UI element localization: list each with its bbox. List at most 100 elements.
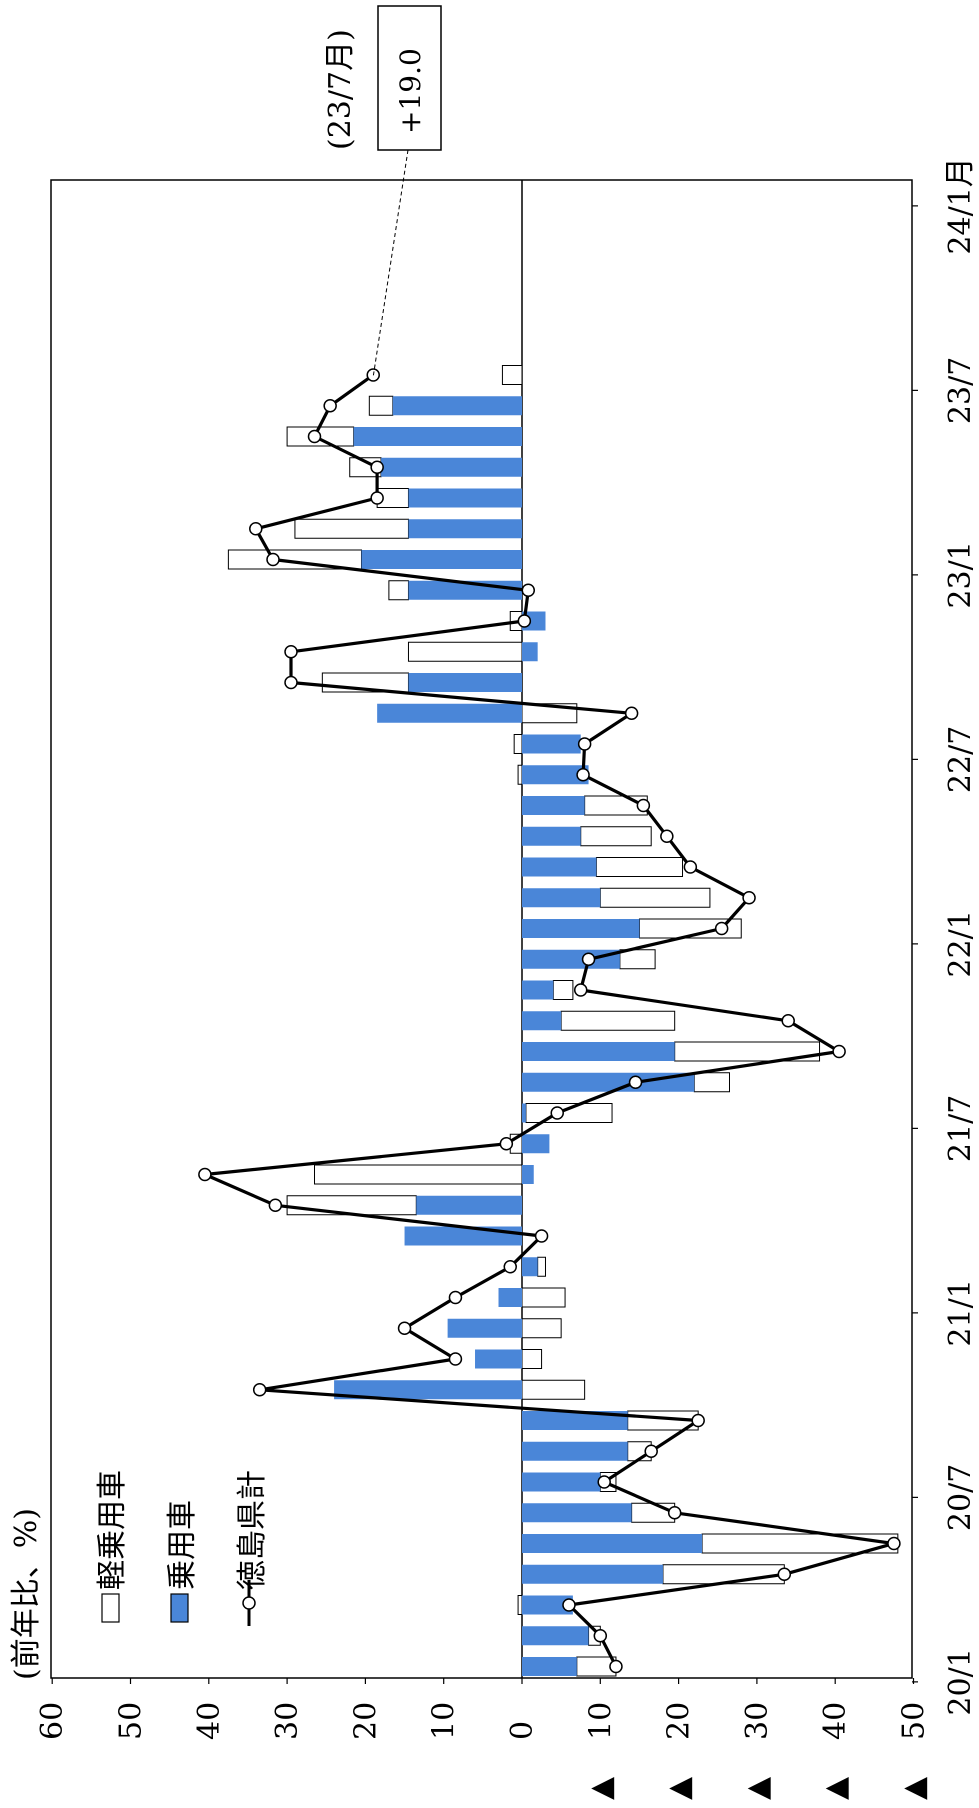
- bar-passenger-car: [522, 734, 581, 754]
- bar-passenger-car: [522, 1564, 663, 1584]
- bar-passenger-car: [408, 519, 522, 539]
- y-tick-label: 60: [35, 1702, 70, 1740]
- point-prefecture-total: [781, 1014, 795, 1028]
- point-prefecture-total: [550, 1106, 564, 1120]
- bar-passenger-car: [404, 1226, 522, 1246]
- y-tick-label: 20: [348, 1702, 383, 1740]
- y-tick-label: 30: [270, 1702, 305, 1740]
- bar-light-vehicle: [552, 980, 574, 1000]
- bar-passenger-car: [522, 1011, 562, 1031]
- bar-light-vehicle: [513, 734, 523, 754]
- bar-light-vehicle: [407, 641, 523, 662]
- point-prefecture-total: [249, 522, 263, 536]
- point-prefecture-total: [576, 768, 590, 782]
- x-axis-ticks: 20/1 20/7 21/1 21/7 22/1 22/7 23/1 23/7 24/1月: [912, 157, 978, 1716]
- annotation-leader-line: [372, 149, 409, 379]
- annotation-value: +19.0: [394, 48, 427, 134]
- bar-light-vehicle: [286, 1195, 417, 1216]
- point-prefecture-total: [198, 1167, 212, 1182]
- x-tick-label: 21/7: [943, 1095, 978, 1162]
- y-tick-label: 10: [583, 1702, 618, 1740]
- point-prefecture-total: [268, 1198, 283, 1212]
- point-prefecture-total: [581, 952, 596, 966]
- bar-passenger-car: [353, 427, 522, 446]
- point-prefecture-total: [832, 1044, 846, 1059]
- point-prefecture-total: [667, 1506, 682, 1520]
- annotation: (23/7月) +19.0: [323, 5, 442, 379]
- bar-passenger-car: [522, 1411, 628, 1430]
- bar-passenger-car: [377, 703, 522, 723]
- x-tick-label: 23/1: [943, 541, 978, 608]
- y-tick-label: 40: [192, 1702, 227, 1740]
- bar-light-vehicle: [517, 1595, 523, 1615]
- legend-label-passenger-car: 乗用車: [165, 1500, 200, 1590]
- bar-passenger-car: [498, 1288, 522, 1307]
- point-prefecture-total: [683, 860, 698, 874]
- annotation-value-box: [377, 5, 442, 151]
- bar-light-vehicle: [525, 1103, 613, 1123]
- point-prefecture-total: [284, 645, 298, 659]
- bar-passenger-car: [522, 1441, 628, 1461]
- point-prefecture-total: [370, 491, 384, 505]
- y-tick-label: 50: [114, 1702, 149, 1740]
- bar-passenger-car: [408, 488, 522, 508]
- legend-label-light-vehicle: 軽乗用車: [95, 1470, 130, 1590]
- bar-passenger-car: [408, 673, 522, 692]
- legend-marker-symbol: [242, 1596, 256, 1610]
- bar-passenger-car: [522, 888, 601, 908]
- point-prefecture-total: [307, 429, 322, 444]
- x-tick-label: 22/1: [943, 910, 978, 977]
- bar-passenger-car: [475, 1349, 522, 1369]
- y-tick-label: 40: [818, 1702, 853, 1740]
- bar-light-vehicle: [595, 857, 684, 877]
- bar-passenger-car: [392, 396, 522, 416]
- bar-light-vehicle: [501, 365, 523, 385]
- point-prefecture-total: [577, 737, 592, 751]
- bar-passenger-car: [522, 1257, 538, 1277]
- point-prefecture-total: [777, 1567, 792, 1581]
- point-prefecture-total: [534, 1229, 549, 1243]
- bar-passenger-car: [522, 949, 620, 969]
- point-prefecture-total: [636, 798, 651, 813]
- unit-label: (前年比、%): [9, 1508, 44, 1680]
- x-tick-label: 22/7: [943, 726, 978, 793]
- point-prefecture-total: [284, 675, 298, 690]
- point-prefecture-total: [573, 983, 588, 997]
- bar-light-vehicle: [521, 1318, 562, 1339]
- bar-passenger-car: [522, 1165, 534, 1184]
- point-prefecture-total: [448, 1290, 463, 1305]
- bar-light-vehicle: [599, 887, 711, 908]
- bar-passenger-car: [334, 1380, 522, 1400]
- bar-passenger-car: [361, 550, 522, 569]
- point-prefecture-total: [266, 552, 280, 567]
- bar-passenger-car: [522, 1103, 526, 1123]
- negative-marker: ▲: [662, 1777, 697, 1800]
- y-tick-label: 30: [740, 1702, 775, 1740]
- bar-light-vehicle: [580, 826, 652, 847]
- bar-light-vehicle: [619, 949, 656, 970]
- point-prefecture-total: [503, 1260, 518, 1274]
- point-prefecture-total: [562, 1598, 576, 1612]
- point-prefecture-total: [597, 1475, 611, 1489]
- point-prefecture-total: [521, 583, 536, 597]
- bar-passenger-car: [522, 857, 597, 877]
- bar-passenger-car: [522, 1472, 601, 1492]
- legend-label-prefecture-total: 徳島県計: [235, 1470, 270, 1590]
- y-tick-label: 10: [427, 1702, 462, 1740]
- passenger-car-bars: [334, 396, 703, 1676]
- bar-passenger-car: [522, 980, 554, 1000]
- bar-passenger-car: [522, 1134, 550, 1154]
- bar-passenger-car: [522, 642, 538, 662]
- y-tick-label: 20: [662, 1702, 697, 1740]
- point-prefecture-total: [517, 614, 532, 628]
- point-prefecture-total: [887, 1536, 901, 1551]
- negative-marker: ▲: [583, 1777, 618, 1800]
- y-tick-label: 0: [505, 1721, 540, 1740]
- x-tick-label: 21/1: [943, 1279, 978, 1346]
- bar-light-vehicle: [368, 395, 394, 416]
- bar-passenger-car: [522, 796, 585, 815]
- annotation-month-label: (23/7月): [323, 29, 358, 150]
- bar-passenger-car: [522, 765, 589, 785]
- bar-passenger-car: [381, 457, 522, 477]
